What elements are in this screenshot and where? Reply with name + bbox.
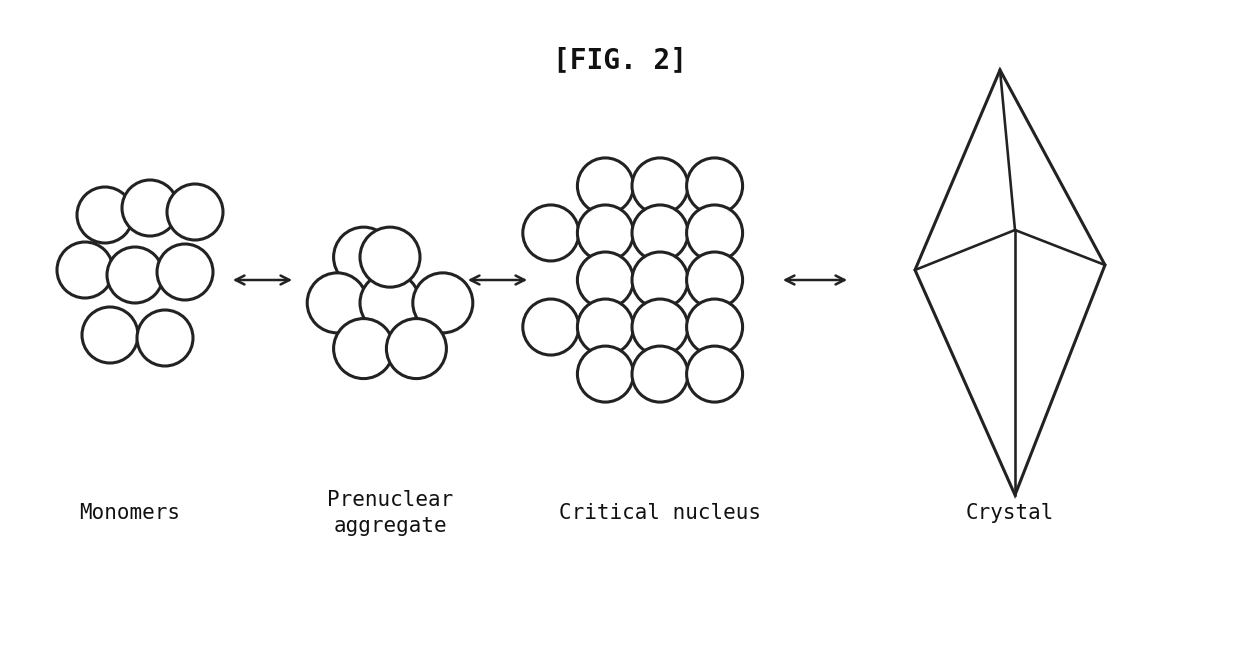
- Circle shape: [308, 273, 367, 333]
- Circle shape: [413, 273, 472, 333]
- Circle shape: [523, 205, 579, 261]
- Circle shape: [687, 346, 743, 402]
- Circle shape: [632, 346, 688, 402]
- Circle shape: [82, 307, 138, 363]
- Circle shape: [122, 180, 179, 236]
- Text: [FIG. 2]: [FIG. 2]: [553, 46, 687, 74]
- Circle shape: [578, 205, 634, 261]
- Circle shape: [687, 252, 743, 308]
- Circle shape: [578, 299, 634, 355]
- Circle shape: [136, 310, 193, 366]
- Polygon shape: [915, 70, 1105, 495]
- Circle shape: [167, 184, 223, 240]
- Circle shape: [360, 273, 420, 333]
- Circle shape: [387, 318, 446, 378]
- Text: Monomers: Monomers: [79, 503, 181, 523]
- Circle shape: [157, 244, 213, 300]
- Circle shape: [360, 227, 420, 287]
- Circle shape: [632, 205, 688, 261]
- Circle shape: [687, 205, 743, 261]
- Circle shape: [632, 299, 688, 355]
- Circle shape: [632, 252, 688, 308]
- Circle shape: [334, 318, 393, 378]
- Circle shape: [334, 227, 393, 287]
- Text: Crystal: Crystal: [966, 503, 1054, 523]
- Circle shape: [57, 242, 113, 298]
- Text: Prenuclear
aggregate: Prenuclear aggregate: [327, 490, 453, 536]
- Circle shape: [687, 158, 743, 214]
- Text: Critical nucleus: Critical nucleus: [559, 503, 761, 523]
- Circle shape: [107, 247, 162, 303]
- Circle shape: [632, 158, 688, 214]
- Circle shape: [578, 346, 634, 402]
- Circle shape: [578, 158, 634, 214]
- Circle shape: [77, 187, 133, 243]
- Circle shape: [523, 299, 579, 355]
- Circle shape: [687, 299, 743, 355]
- Circle shape: [578, 252, 634, 308]
